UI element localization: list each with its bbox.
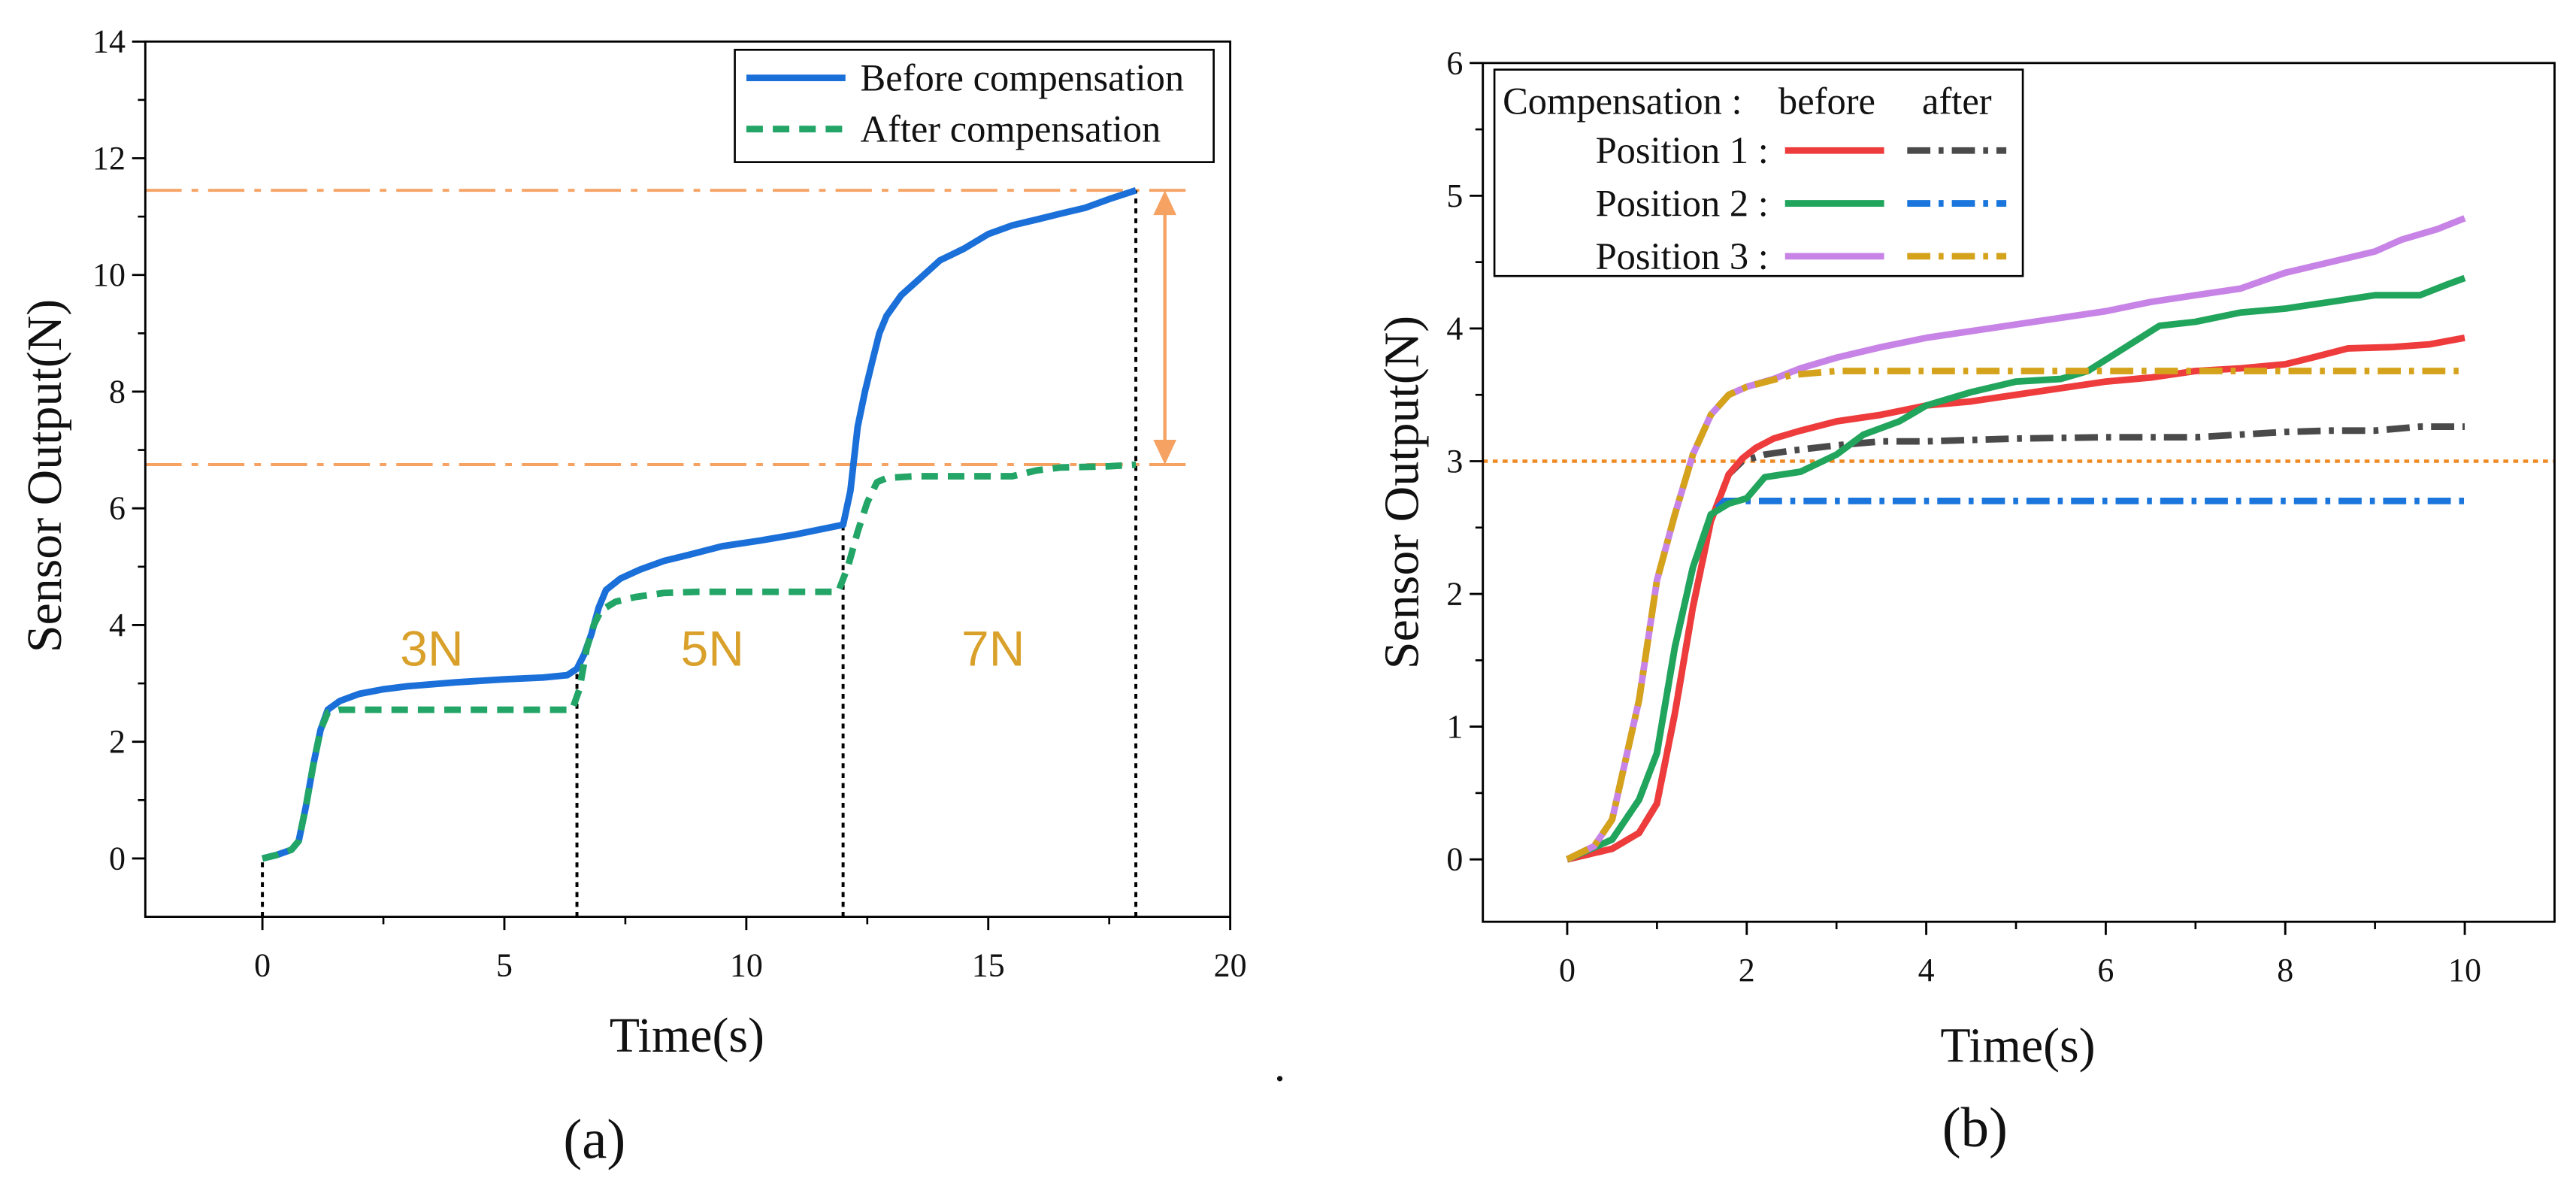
panel-a: Time(s) Sensor Output(N) (a) 0 5 10 15 20 0 2 4…	[17, 23, 1247, 1171]
difference-arrow	[1153, 190, 1177, 465]
y-axis-title: Sensor Output(N)	[17, 299, 72, 653]
panel-b: Time(s) Sensor Output(N) (b) 0 2 4 6 8 10 0 1 2 3…	[1375, 44, 2556, 1159]
legend-label: After compensation	[861, 108, 1161, 150]
series-line-0	[262, 187, 1137, 862]
x-tick-label: 10	[2448, 952, 2481, 989]
legend-row-label: Position 1 :	[1596, 129, 1769, 171]
y-axis-title: Sensor Output(N)	[1375, 316, 1430, 669]
panel-caption: (b)	[1942, 1097, 2008, 1159]
legend-label: Before compensation	[861, 57, 1185, 99]
arrow-head-down	[1153, 440, 1177, 465]
step-force-label: 5N	[681, 621, 744, 677]
y-tick-label: 5	[1446, 177, 1463, 214]
y-tick-label: 8	[109, 373, 126, 410]
legend: Compensation : before after Position 1 : Pos…	[1493, 68, 2024, 277]
x-tick-label: 5	[496, 947, 513, 984]
x-tick-label: 4	[1918, 952, 1935, 989]
y-tick-label: 12	[92, 140, 126, 177]
series-line-1	[1566, 335, 2466, 863]
y-tick-label: 2	[109, 723, 126, 760]
separator-dot: .	[1274, 1040, 1285, 1091]
legend-header: Compensation :	[1503, 80, 1742, 122]
x-axis-title: Time(s)	[610, 1008, 764, 1063]
series-line-1	[262, 461, 1137, 862]
step-force-label: 3N	[400, 621, 463, 677]
panel-caption: (a)	[563, 1109, 625, 1171]
y-tick-label: 2	[1446, 576, 1463, 613]
y-tick-label: 0	[109, 840, 126, 877]
x-tick-label: 8	[2277, 952, 2293, 989]
plot-frame	[1482, 62, 2556, 923]
step-force-label: 7N	[961, 621, 1025, 677]
y-tick-label: 0	[1446, 841, 1463, 878]
series-line-3	[1566, 274, 2466, 863]
y-tick-label: 1	[1446, 708, 1463, 745]
plot-frame	[144, 40, 1232, 918]
y-tick-label: 4	[109, 607, 126, 644]
legend-row-label: Position 3 :	[1596, 235, 1769, 277]
legend-box	[1493, 68, 2024, 277]
x-tick-label: 0	[1559, 952, 1576, 989]
x-tick-label: 6	[2097, 952, 2114, 989]
x-tick-label: 15	[972, 947, 1005, 984]
y-tick-label: 4	[1446, 310, 1463, 347]
legend-column-label: before	[1778, 80, 1875, 122]
y-tick-label: 6	[1446, 44, 1463, 81]
legend-column-label: after	[1922, 80, 1992, 122]
x-tick-label: 2	[1739, 952, 1755, 989]
y-tick-label: 14	[92, 23, 126, 60]
x-tick-label: 10	[730, 947, 763, 984]
x-tick-label: 0	[254, 947, 271, 984]
y-tick-label: 6	[109, 490, 126, 527]
series-line-0	[1566, 423, 2465, 863]
y-tick-label: 10	[92, 256, 126, 293]
series-line-5	[1566, 368, 2465, 863]
arrow-head-up	[1153, 190, 1177, 216]
legend-box	[734, 48, 1215, 163]
x-tick-label: 20	[1214, 947, 1247, 984]
legend-row-label: Position 2 :	[1596, 183, 1769, 225]
legend: Before compensation After compensation	[734, 48, 1215, 163]
x-axis-title: Time(s)	[1940, 1018, 2095, 1073]
y-tick-label: 3	[1446, 443, 1463, 480]
